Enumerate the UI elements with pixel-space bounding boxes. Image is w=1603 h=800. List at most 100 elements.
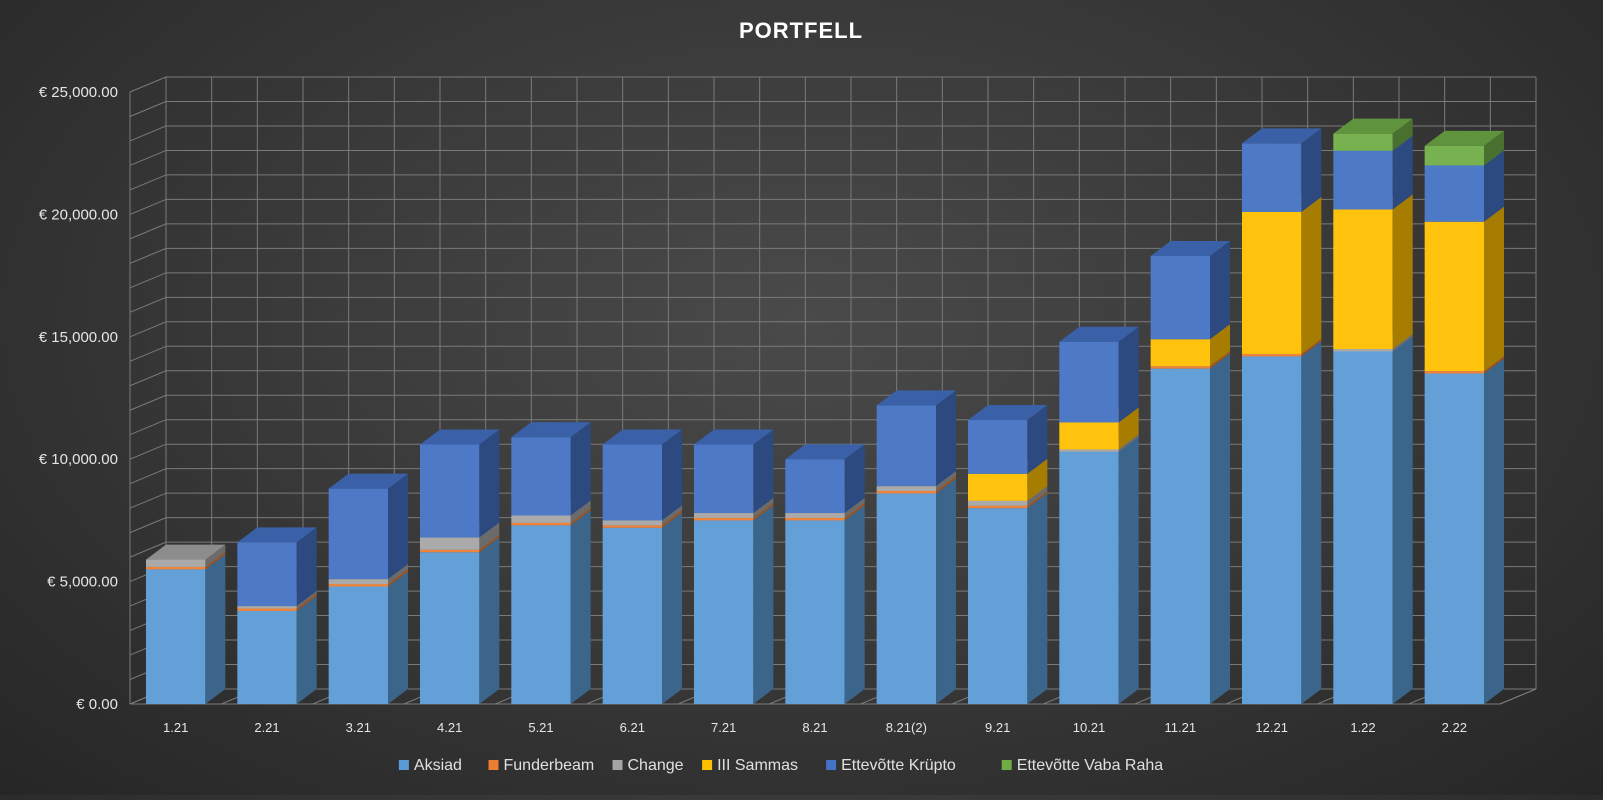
- bar-side: [205, 554, 226, 704]
- x-tick-label: 8.21(2): [886, 720, 927, 735]
- x-tick-label: 12.21: [1255, 720, 1288, 735]
- bar-top: [785, 444, 865, 460]
- bar-front: [602, 520, 663, 526]
- bar-side: [570, 507, 591, 526]
- bar-side: [388, 571, 409, 704]
- legend-label: Ettevõtte Krüpto: [841, 757, 956, 774]
- bar-top: [237, 527, 317, 543]
- legend-item-ettevotte-krupto: Ettevõtte Krüpto: [826, 757, 956, 774]
- bar-stack-3-21: [328, 473, 409, 704]
- bar-stack-2-22: [1424, 130, 1505, 704]
- y-tick-label: € 20,000.00: [39, 206, 118, 223]
- gridline-side: [129, 419, 167, 436]
- x-tick-label: 2.22: [1442, 720, 1467, 735]
- gridline-side: [129, 394, 167, 411]
- bar-side: [296, 527, 317, 607]
- bar-side: [1210, 353, 1231, 704]
- bar-iii-sammas-2-22: [1424, 206, 1505, 372]
- bar-aksiad-1-22: [1333, 336, 1413, 704]
- bar-side: [1301, 338, 1322, 357]
- bar-side: [479, 522, 500, 550]
- bars: [145, 118, 1505, 704]
- bar-front: [967, 420, 1028, 474]
- bar-front: [785, 513, 845, 518]
- bar-side: [205, 544, 226, 567]
- y-tick-label: € 10,000.00: [39, 451, 118, 468]
- bar-aksiad-4-21: [419, 537, 500, 704]
- bar-stack-8-21-2: [876, 390, 957, 704]
- bar-ettevotte-krupto-7-21: [693, 429, 774, 514]
- gridline-side: [129, 321, 167, 338]
- bar-front: [785, 459, 845, 514]
- bar-side: [479, 429, 500, 538]
- bar-side: [570, 510, 591, 704]
- bar-front: [1150, 366, 1211, 369]
- gridline-side: [129, 541, 167, 558]
- bar-ettevotte-krupto-12-21: [1241, 128, 1322, 212]
- bar-front: [1150, 368, 1211, 704]
- gridline-side: [129, 492, 167, 509]
- bar-front: [1059, 449, 1119, 452]
- bar-front: [1333, 209, 1393, 350]
- bar-front: [145, 559, 206, 567]
- legend-label: Change: [628, 757, 684, 774]
- x-axis-ticks: 1.21 2.21 3.21 4.21 5.21 6.21 7.21 8.21 8.21(2) 9…: [163, 720, 1467, 735]
- bar-front: [876, 405, 937, 487]
- bar-side: [753, 505, 774, 704]
- bar-front: [511, 515, 571, 523]
- gridline-side: [129, 296, 167, 313]
- gridline-side: [129, 517, 167, 534]
- bar-side: [479, 534, 500, 553]
- bar-side: [296, 595, 317, 704]
- bar-top: [1333, 118, 1413, 134]
- bar-top: [967, 405, 1048, 421]
- bar-stack-4-21: [419, 429, 500, 704]
- bar-stack-10-21: [1059, 326, 1139, 704]
- x-tick-label: 10.21: [1073, 720, 1106, 735]
- bar-front: [511, 437, 571, 516]
- bar-side: [753, 502, 774, 521]
- bar-top: [511, 422, 591, 438]
- x-tick-label: 2.21: [254, 720, 279, 735]
- bar-side: [1484, 150, 1505, 222]
- bar-aksiad-9-21: [967, 493, 1048, 704]
- bar-top: [1241, 128, 1322, 144]
- bar-side: [844, 502, 865, 521]
- bar-front: [1424, 145, 1485, 166]
- x-tick-label: 7.21: [711, 720, 736, 735]
- bar-front: [785, 517, 845, 521]
- floor-edge: [1499, 688, 1537, 705]
- x-tick-label: 4.21: [437, 720, 462, 735]
- legend-swatch: [398, 760, 409, 770]
- bar-front: [785, 520, 845, 704]
- bar-ettevotte-krupto-11-21: [1150, 241, 1231, 340]
- y-tick-label: € 15,000.00: [39, 329, 118, 346]
- bar-front: [328, 584, 389, 587]
- bar-side: [388, 569, 409, 587]
- bar-front: [602, 444, 663, 521]
- bar-side: [1392, 118, 1413, 151]
- bar-front: [876, 491, 937, 494]
- bar-side: [296, 591, 317, 609]
- bar-ettevotte-krupto-3-21: [328, 473, 409, 580]
- bar-side: [1027, 493, 1048, 704]
- legend: Aksiad Funderbeam Change III Sammas Ettevõtt…: [398, 757, 1163, 774]
- bar-ettevotte-vaba-raha-1-22: [1333, 118, 1413, 151]
- bar-side: [1301, 341, 1322, 704]
- bar-side: [1484, 358, 1505, 704]
- bar-stack-1-22: [1333, 118, 1413, 704]
- gridline-side: [129, 223, 167, 240]
- x-tick-label: 5.21: [528, 720, 553, 735]
- bar-side: [1027, 485, 1048, 506]
- bar-side: [1210, 351, 1231, 369]
- gridline-side: [129, 272, 167, 289]
- bar-aksiad-3-21: [328, 571, 409, 704]
- bar-front: [1059, 451, 1119, 704]
- bar-front: [145, 566, 206, 570]
- bar-front: [328, 488, 389, 580]
- bar-aksiad-6-21: [602, 512, 683, 704]
- x-tick-label: 6.21: [620, 720, 645, 735]
- bar-side: [570, 422, 591, 516]
- gridline-side: [129, 125, 167, 142]
